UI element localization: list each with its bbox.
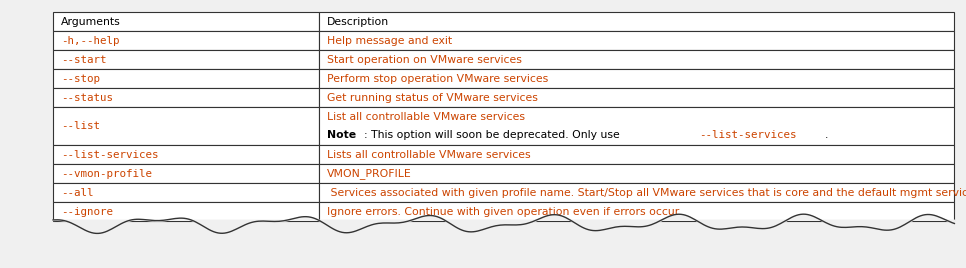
Text: --stop: --stop — [61, 74, 99, 84]
Bar — [53, 145, 319, 164]
Bar — [53, 88, 319, 107]
Bar — [53, 164, 319, 183]
Bar — [319, 164, 954, 183]
Bar — [319, 183, 954, 202]
Bar — [53, 12, 319, 31]
Text: --list-services: --list-services — [698, 130, 796, 140]
Text: Description: Description — [327, 17, 389, 27]
Text: Ignore errors. Continue with given operation even if errors occur.: Ignore errors. Continue with given opera… — [327, 207, 681, 217]
Text: Note: Note — [327, 130, 355, 140]
Bar — [319, 12, 954, 31]
Bar — [319, 88, 954, 107]
Bar — [53, 202, 319, 221]
Text: .: . — [825, 130, 828, 140]
Text: --start: --start — [61, 55, 106, 65]
Text: Help message and exit: Help message and exit — [327, 36, 452, 46]
Bar — [319, 107, 954, 145]
Text: --list-services: --list-services — [61, 150, 158, 159]
Text: Start operation on VMware services: Start operation on VMware services — [327, 55, 522, 65]
Bar — [53, 69, 319, 88]
Bar — [319, 202, 954, 221]
Text: List all controllable VMware services: List all controllable VMware services — [327, 112, 525, 122]
Text: Lists all controllable VMware services: Lists all controllable VMware services — [327, 150, 530, 159]
Bar — [53, 31, 319, 50]
Bar — [53, 50, 319, 69]
Text: --all: --all — [61, 188, 94, 198]
Text: --ignore: --ignore — [61, 207, 113, 217]
Bar — [319, 31, 954, 50]
Bar — [319, 69, 954, 88]
Bar — [53, 183, 319, 202]
Text: VMON_PROFILE: VMON_PROFILE — [327, 168, 412, 179]
Text: Perform stop operation VMware services: Perform stop operation VMware services — [327, 74, 548, 84]
Bar — [319, 50, 954, 69]
Text: Services associated with given profile name. Start/Stop all VMware services that: Services associated with given profile n… — [327, 188, 966, 198]
Text: -h,--help: -h,--help — [61, 36, 120, 46]
Bar — [53, 107, 319, 145]
Text: --list: --list — [61, 121, 99, 131]
Text: --vmon-profile: --vmon-profile — [61, 169, 152, 178]
Text: : This option will soon be deprecated. Only use: : This option will soon be deprecated. O… — [364, 130, 624, 140]
Text: Get running status of VMware services: Get running status of VMware services — [327, 92, 538, 103]
Text: Arguments: Arguments — [61, 17, 121, 27]
Bar — [319, 145, 954, 164]
Text: --status: --status — [61, 92, 113, 103]
